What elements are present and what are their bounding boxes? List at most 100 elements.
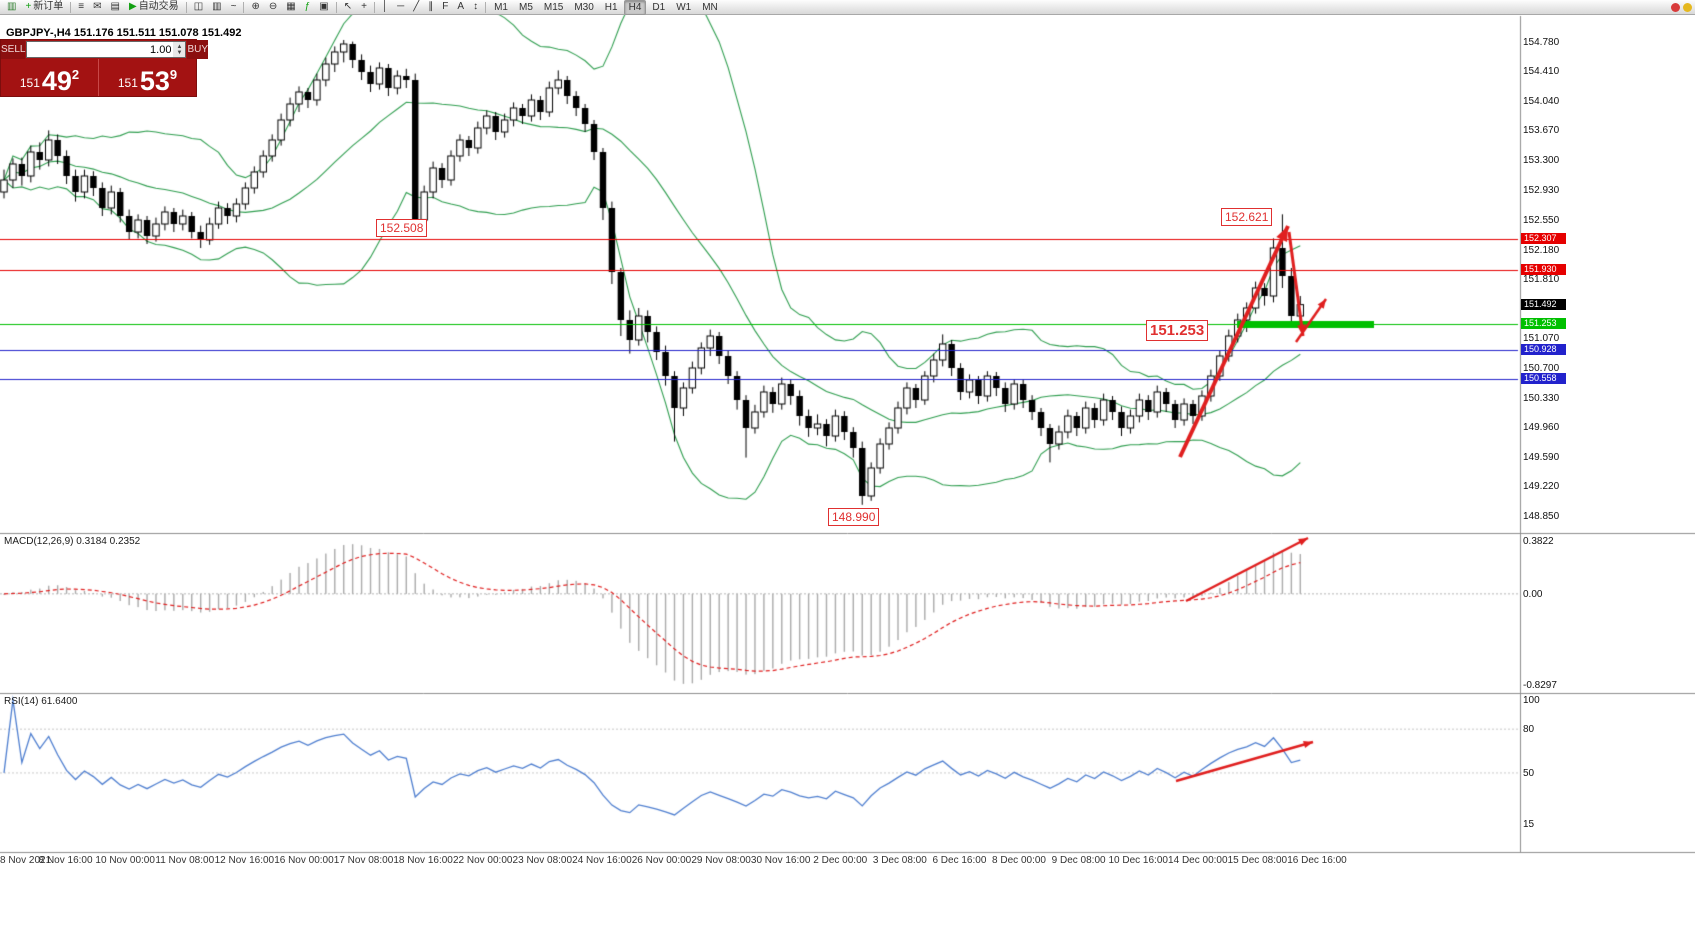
buy-price[interactable]: 151 53 9 (99, 59, 196, 96)
volume-increase-button[interactable]: ▲ (176, 43, 183, 50)
buy-price-sup: 9 (169, 67, 178, 82)
time-axis-label: 24 Nov 16:00 (572, 855, 632, 866)
autotrade-button-glyph: ▶ (128, 1, 137, 12)
print-icon-glyph: ▤ (110, 1, 120, 12)
time-axis-label: 10 Dec 16:00 (1108, 855, 1168, 866)
timeframe-m1[interactable]: M1 (494, 1, 508, 13)
chart-bars-icon[interactable]: ◫ (190, 0, 207, 15)
trendline-icon[interactable]: ╱ (409, 0, 423, 15)
cursor-icon[interactable]: ↖ (340, 0, 356, 15)
horizontal-line-icon[interactable]: ─ (393, 0, 408, 15)
time-axis-label: 18 Nov 16:00 (393, 855, 453, 866)
arrows-icon-glyph: ↕ (473, 1, 479, 12)
autotrade-button[interactable]: ▶ 自动交易 (125, 0, 183, 15)
tile-windows-icon-glyph: ▦ (286, 1, 296, 12)
arrows-icon[interactable]: ↕ (469, 0, 482, 15)
toolbar-separator (335, 1, 337, 13)
price-axis-label: 148.850 (1523, 511, 1560, 522)
time-axis-label: 23 Nov 08:00 (512, 855, 573, 866)
volume-input[interactable] (27, 43, 174, 56)
new-order-button-label: 新订单 (33, 1, 64, 12)
timeframe-w1[interactable]: W1 (676, 1, 692, 13)
connection-badge[interactable] (1671, 2, 1680, 12)
mail-icon-glyph: ✉ (93, 1, 102, 12)
timeframe-m5[interactable]: M5 (518, 1, 533, 13)
time-axis-label: 8 Nov 16:00 (38, 855, 93, 866)
sell-price[interactable]: 151 49 2 (1, 59, 99, 96)
fibonacci-icon-glyph: F (442, 1, 449, 12)
tile-windows-icon[interactable]: ▦ (282, 0, 299, 15)
news-badge[interactable] (1683, 2, 1692, 12)
price-axis-label: 149.220 (1523, 481, 1560, 493)
price-level-tag: 151.253 (1521, 317, 1566, 329)
macd-axis-label: -0.8297 (1523, 680, 1557, 691)
price-level-tag: 150.928 (1521, 343, 1566, 355)
price-axis-label: 152.550 (1523, 215, 1560, 226)
crosshair-icon-glyph: + (361, 1, 367, 12)
toolbar-separator (485, 1, 487, 13)
channel-icon-glyph: ∥ (428, 1, 434, 12)
time-axis-label: 2 Dec 00:00 (813, 855, 868, 866)
new-order-button[interactable]: + 新订单 (21, 0, 67, 15)
chart-candles-icon[interactable]: ▥ (208, 0, 225, 15)
buy-price-big: 53 (139, 66, 170, 96)
text-icon[interactable]: A (453, 0, 468, 15)
time-axis-label: 30 Nov 16:00 (750, 855, 811, 866)
text-icon-glyph: A (457, 1, 465, 12)
macd-axis-label: 0.3822 (1523, 536, 1554, 547)
crosshair-icon[interactable]: + (357, 0, 371, 15)
timeframe-d1[interactable]: D1 (652, 1, 666, 13)
cursor-icon-glyph: ↖ (343, 1, 353, 12)
timeframe-m15[interactable]: M15 (543, 1, 564, 13)
sell-button[interactable]: SELL (1, 40, 26, 59)
volume-field: ▲ ▼ (26, 41, 187, 58)
print-icon[interactable]: ▤ (107, 0, 124, 15)
periods-icon[interactable]: ▣ (315, 0, 332, 15)
vertical-line-icon[interactable]: │ (378, 0, 392, 15)
price-axis-label: 154.040 (1523, 95, 1560, 107)
toolbar-separator (185, 1, 187, 13)
mail-icon[interactable]: ✉ (89, 0, 105, 15)
time-axis-label: 17 Nov 08:00 (333, 855, 394, 866)
time-axis-label: 6 Dec 16:00 (932, 855, 987, 866)
volume-decrease-button[interactable]: ▼ (176, 49, 183, 56)
zoom-in-icon-glyph: ⊕ (251, 1, 260, 12)
timeframe-h4[interactable]: H4 (623, 0, 647, 15)
chart-line-icon-glyph: ~ (230, 1, 237, 12)
rsi-indicator-label: RSI(14) 61.6400 (4, 696, 78, 707)
toolbar-separator (373, 1, 375, 13)
price-axis-label: 153.670 (1523, 125, 1560, 137)
chart-line-icon[interactable]: ~ (227, 0, 241, 15)
indicators-icon[interactable]: ƒ (301, 0, 315, 15)
buy-button[interactable]: BUY (187, 40, 209, 59)
new-order-button-glyph: + (25, 1, 32, 12)
price-annotation[interactable]: 151.253 (1146, 320, 1209, 341)
periods-icon-glyph: ▣ (319, 1, 329, 12)
fibonacci-icon[interactable]: F (438, 0, 452, 15)
timeframe-mn[interactable]: MN (702, 1, 718, 13)
app-chart-icon[interactable]: ▥ (3, 0, 20, 15)
price-axis-label: 151.810 (1523, 274, 1560, 286)
time-axis-label: 3 Dec 08:00 (872, 855, 927, 866)
rsi-axis-label: 15 (1523, 819, 1535, 830)
macd-indicator-label: MACD(12,26,9) 0.3184 0.2352 (4, 536, 141, 547)
timeframe-h1[interactable]: H1 (604, 1, 618, 13)
toolbar: ▥ + 新订单 ≡ ✉ ▤ ▶ 自动交易 ◫ ▥ ~ ⊕ ⊖ ▦ ƒ ▣ ↖ + │ ─ ╱ ∥ F A ↕ M1 M5 M15 M30… (0, 0, 1695, 15)
current-price-tag: 151.492 (1521, 298, 1566, 310)
timeframe-m30[interactable]: M30 (574, 1, 594, 13)
time-axis-label: 16 Nov 00:00 (274, 855, 334, 866)
time-axis-label: 15 Dec 08:00 (1227, 855, 1288, 866)
price-annotation[interactable]: 152.508 (376, 219, 428, 237)
price-axis-label: 152.180 (1523, 244, 1560, 256)
zoom-out-icon[interactable]: ⊖ (265, 0, 281, 15)
market-watch-icon[interactable]: ≡ (74, 0, 88, 15)
one-click-trading-panel: SELL ▲ ▼ BUY 151 49 2 151 53 9 (0, 39, 209, 97)
price-annotation[interactable]: 148.990 (828, 508, 880, 526)
channel-icon[interactable]: ∥ (424, 0, 437, 15)
zoom-in-icon[interactable]: ⊕ (247, 0, 263, 15)
time-axis-label: 8 Nov 2021 (0, 855, 52, 866)
price-annotation[interactable]: 152.621 (1221, 208, 1273, 226)
time-axis-label: 11 Nov 08:00 (155, 855, 215, 866)
price-level-tag: 151.930 (1521, 263, 1566, 275)
